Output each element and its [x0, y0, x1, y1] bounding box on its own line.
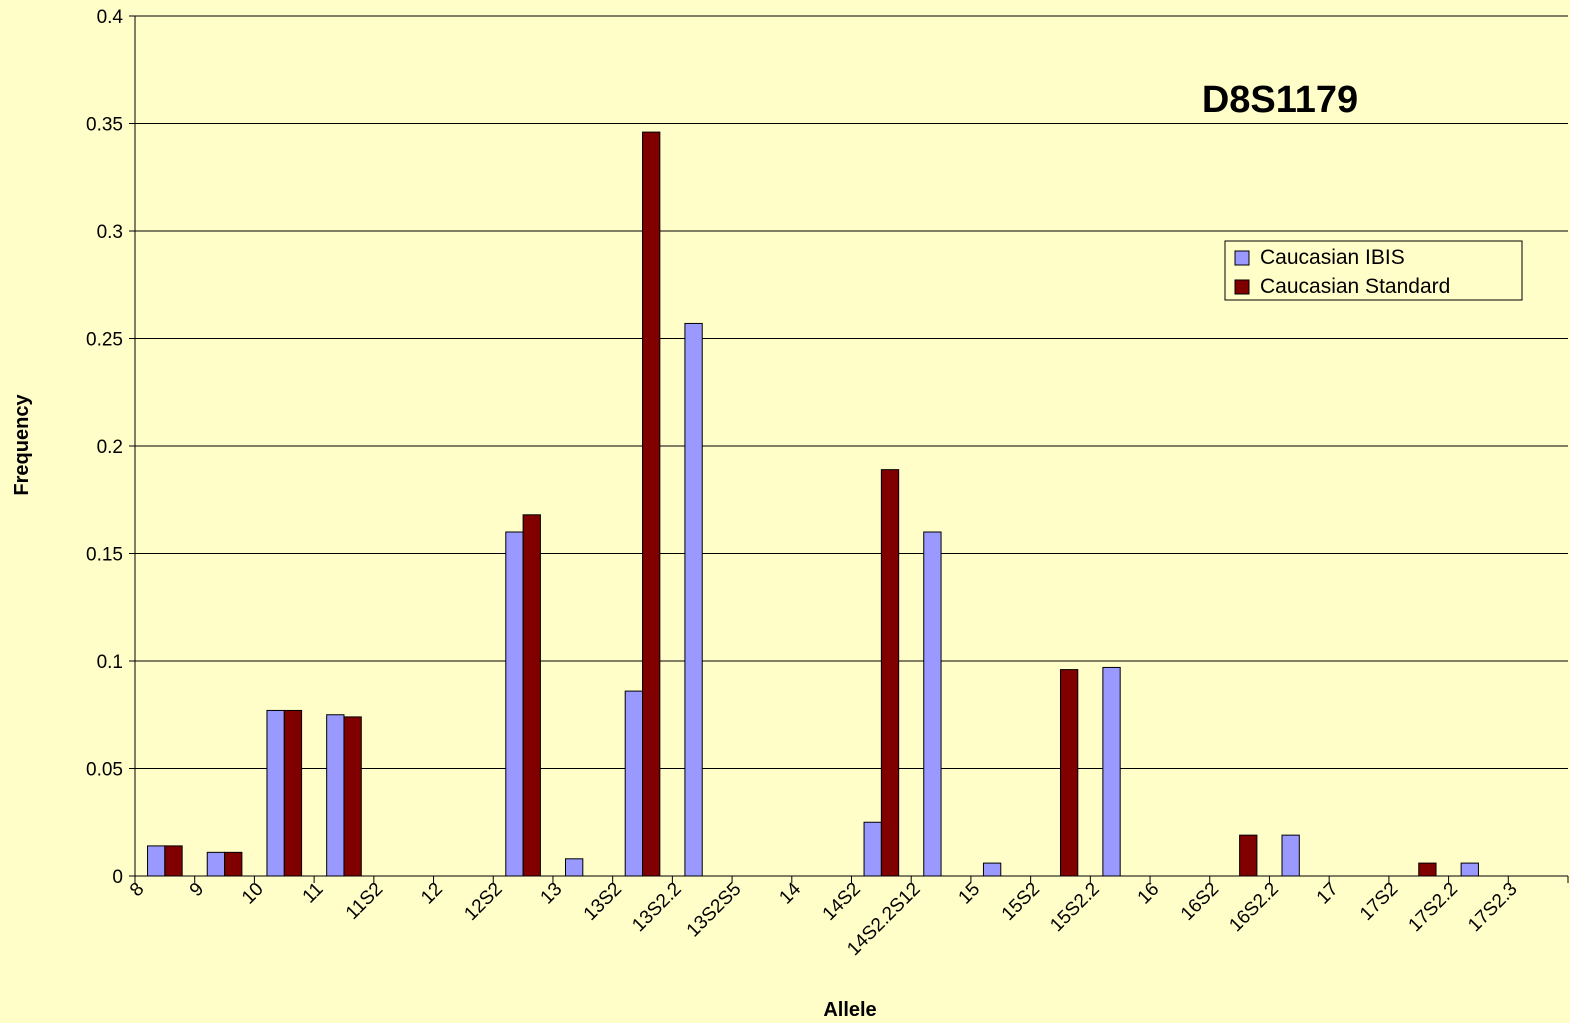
bar [880, 469, 900, 877]
bar [1239, 834, 1258, 877]
y-tick-label: 0.25 [86, 330, 123, 351]
bar [982, 862, 1002, 877]
bar [343, 716, 362, 877]
bar [684, 322, 703, 877]
bar [624, 690, 644, 877]
y-tick-label: 0.05 [86, 760, 123, 781]
y-tick-label: 0.2 [97, 437, 123, 458]
bar [147, 845, 166, 877]
legend-swatch [1234, 279, 1250, 295]
bar [642, 131, 661, 877]
legend-label: Caucasian Standard [1260, 275, 1450, 298]
y-tick-label: 0 [112, 867, 123, 888]
y-tick-label: 0.1 [97, 652, 123, 673]
y-tick-label: 0.15 [86, 545, 123, 566]
bar [1102, 666, 1121, 877]
bar [164, 845, 183, 877]
bar [863, 821, 882, 877]
bar [224, 851, 243, 877]
bar [564, 858, 584, 877]
bar [266, 709, 285, 877]
bar [522, 514, 541, 877]
bar [1281, 834, 1300, 877]
bar [326, 714, 345, 877]
legend-swatch [1234, 250, 1250, 266]
bar [206, 851, 226, 877]
bar [283, 709, 303, 877]
y-tick-label: 0.35 [86, 115, 123, 136]
bar [1418, 862, 1437, 877]
bar [1460, 862, 1479, 877]
bar [923, 531, 942, 877]
legend-box [1224, 240, 1523, 301]
bar [1059, 669, 1079, 877]
legend-label: Caucasian IBIS [1260, 246, 1405, 269]
y-tick-label: 0.4 [97, 7, 124, 28]
x-axis-label: Allele [823, 999, 876, 1021]
y-tick-label: 0.3 [97, 222, 123, 243]
y-axis-label: Frequency [11, 394, 33, 496]
bar [505, 531, 524, 877]
chart-title: D8S1179 [1202, 79, 1358, 121]
